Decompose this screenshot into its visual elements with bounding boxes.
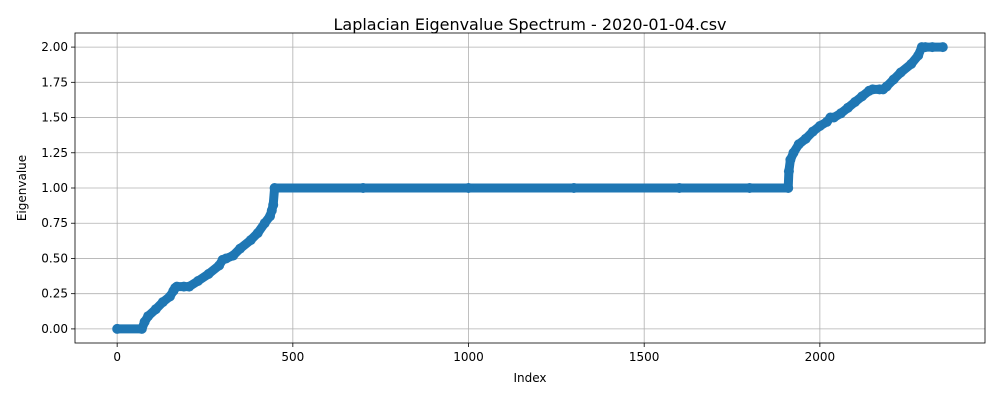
data-point (358, 183, 369, 193)
data-point (937, 42, 948, 53)
data-point (857, 91, 867, 102)
data-point (259, 218, 270, 229)
data-point (783, 166, 794, 177)
x-tick-label: 1000 (453, 350, 484, 364)
x-tick-label: 0 (113, 350, 121, 364)
data-point (184, 281, 195, 292)
data-point (568, 183, 579, 193)
data-point (881, 81, 892, 92)
data-point (744, 183, 755, 193)
x-axis: 0 500 1000 1500 2000 (113, 343, 835, 364)
data-point (927, 42, 938, 53)
data-point (171, 281, 182, 292)
y-tick-label: 1.00 (41, 181, 68, 195)
y-axis: 0.00 0.25 0.50 0.75 1.00 1.25 1.50 1.75 2.00 (41, 40, 75, 336)
y-tick-label: 0.00 (41, 322, 68, 336)
series-eigenvalues (112, 42, 948, 334)
data-point (269, 183, 280, 193)
data-point (783, 183, 794, 193)
x-tick-label: 500 (281, 350, 304, 364)
data-point (843, 102, 853, 113)
y-tick-label: 1.75 (41, 75, 68, 89)
data-point (850, 97, 860, 107)
data-point (228, 250, 239, 261)
data-point (788, 147, 799, 158)
x-tick-label: 2000 (805, 350, 836, 364)
data-point (807, 126, 818, 137)
data-point (157, 297, 168, 308)
data-point (252, 228, 263, 239)
data-point (800, 133, 811, 144)
y-tick-label: 1.50 (41, 111, 68, 125)
y-tick-label: 0.25 (41, 287, 68, 301)
data-point (674, 183, 685, 193)
data-point (906, 59, 917, 69)
data-point (268, 199, 279, 210)
y-tick-label: 0.50 (41, 251, 68, 265)
data-point (835, 108, 846, 119)
data-point (895, 67, 906, 78)
data-point (867, 84, 878, 95)
data-point (112, 323, 123, 334)
data-point (203, 269, 214, 279)
x-tick-label: 1500 (629, 350, 660, 364)
data-point (143, 311, 154, 322)
y-tick-label: 0.75 (41, 216, 68, 230)
x-axis-title: Index (513, 371, 546, 385)
data-point (793, 139, 804, 150)
grid (75, 33, 985, 343)
y-tick-label: 2.00 (41, 40, 68, 54)
data-point (463, 183, 474, 193)
data-point (888, 74, 899, 85)
data-point (913, 50, 924, 61)
data-point (150, 304, 161, 315)
data-point (193, 276, 203, 286)
data-point (920, 42, 931, 53)
chart-title: Laplacian Eigenvalue Spectrum - 2020-01-… (333, 15, 726, 34)
y-tick-label: 1.25 (41, 146, 68, 160)
y-axis-title: Eigenvalue (15, 155, 29, 221)
data-point (235, 243, 246, 254)
data-point (245, 235, 256, 246)
